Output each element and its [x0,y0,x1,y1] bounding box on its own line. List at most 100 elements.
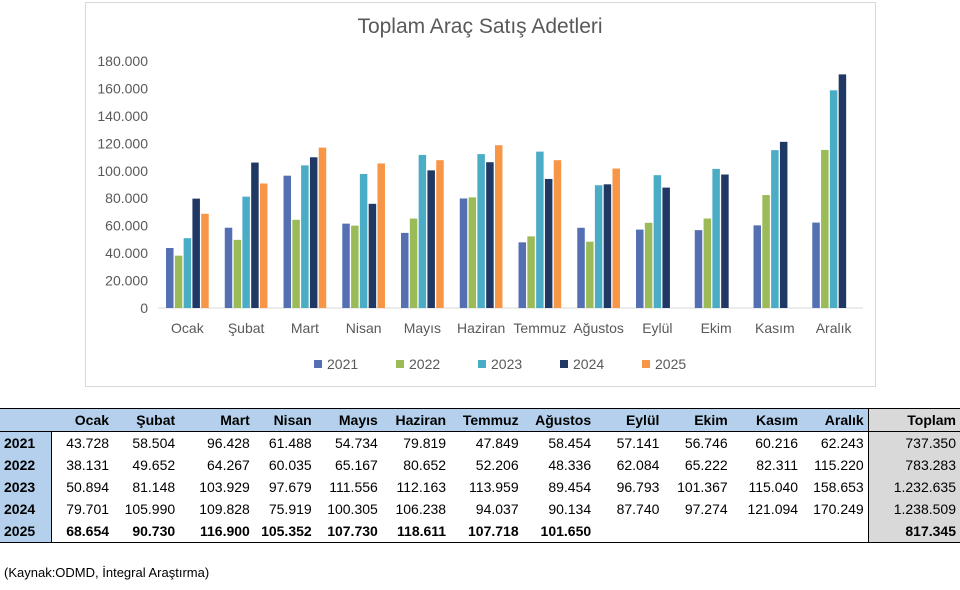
month-column-header: Mart [179,408,254,432]
x-tick-label: Şubat [228,320,265,336]
table-cell: 87.740 [616,501,660,517]
year-cell: 2022 [0,454,52,476]
y-tick-label: 180.000 [97,53,148,69]
bar-2025 [612,168,620,308]
bar-2024 [368,203,377,308]
y-tick-label: 80.000 [105,190,148,206]
x-tick-label: Ekim [701,320,732,336]
bar-2021 [166,247,174,308]
table-cell: 65.167 [334,457,378,473]
legend-label-2023: 2023 [491,356,522,372]
table-cell: 101.367 [677,479,728,495]
year-cell: 2024 [0,498,52,520]
bar-2021 [812,222,820,308]
table-cell: 65.222 [684,457,728,473]
bar-2024 [662,187,670,308]
table-cell: 116.900 [179,520,254,543]
table-cell: 94.037 [475,501,519,517]
bar-2023 [183,238,192,308]
y-tick-label: 60.000 [105,218,148,234]
bar-2022 [821,149,829,308]
bar-2021 [224,227,233,308]
bar-2023 [536,151,544,308]
bar-2021 [753,225,762,308]
bar-2024 [486,162,494,308]
bar-2021 [283,175,292,308]
bar-2023 [712,168,720,308]
table-header-row: Ocak Şubat Mart Nisan Mayıs Haziran Temmuz Ağus… [0,408,960,432]
bar-2021 [636,229,644,308]
bar-2022 [174,255,183,308]
total-cell: 737.350 [867,431,960,454]
month-column-header: Aralık [802,408,869,432]
table-row: 2025 68.654 90.730 116.900 105.352 107.730 118… [0,520,960,543]
table-cell: 43.728 [66,435,110,451]
bar-2021 [342,223,350,308]
bar-2023 [301,165,309,308]
legend-swatch-2021 [314,360,322,368]
bar-2023 [653,175,662,308]
table-cell: 96.428 [207,435,250,451]
legend-swatch-2024 [560,360,568,368]
x-tick-label: Kasım [755,320,795,336]
legend-swatch-2025 [642,360,650,368]
x-tick-label: Aralık [816,320,853,336]
table-cell: 109.828 [199,501,250,517]
bar-2022 [409,218,418,308]
table-cell: 38.131 [66,457,110,473]
bar-chart: Toplam Araç Satış Adetleri 0 20.000 40.000 6… [97,15,863,372]
bar-2022 [468,197,477,308]
table-cell: 121.094 [747,501,799,517]
chart-frame: Toplam Araç Satış Adetleri 0 20.000 40.000 6… [85,2,876,387]
bar-2022 [644,222,653,308]
table-cell: 60.035 [268,457,312,473]
month-column-header: Nisan [253,408,316,432]
bar-2022 [586,241,594,308]
table-body: 2021 43.728 58.504 96.428 61.488 54.734 79.819… [0,431,960,543]
table-cell: 61.488 [268,435,312,451]
bar-2021 [518,242,527,308]
table-cell: 49.652 [132,457,176,473]
x-tick-label: Haziran [457,320,505,336]
legend-swatch-2023 [478,360,486,368]
bar-2022 [762,195,770,308]
y-tick-label: 160.000 [97,80,148,96]
table-cell: 105.352 [253,520,316,543]
table-cell: 57.141 [616,435,660,451]
x-tick-label: Mayıs [404,320,441,336]
bar-2024 [838,74,847,308]
month-column-header: Ocak [51,408,114,432]
y-tick-label: 140.000 [97,108,148,124]
table-cell: 60.216 [755,435,799,451]
x-tick-label: Ocak [171,320,205,336]
table-cell: 100.305 [327,501,378,517]
year-cell: 2023 [0,476,52,498]
bar-2022 [292,219,300,308]
table-cell: 106.238 [395,501,447,517]
table-cell: 52.206 [475,457,519,473]
table-cell: 115.220 [814,457,864,473]
y-tick-label: 100.000 [97,163,148,179]
month-column-header: Kasım [731,408,803,432]
bar-2022 [703,218,712,308]
table-cell: 90.730 [113,520,180,543]
bar-2023 [594,185,603,308]
table-cell: 62.243 [820,435,864,451]
bar-2024 [427,170,435,308]
table-cell: 50.894 [66,479,110,495]
table-cell: 97.679 [268,479,312,495]
bar-2023 [771,150,779,308]
table-cell: 158.653 [813,479,864,495]
table-cell: 89.454 [548,479,592,495]
table-cell: 96.793 [616,479,660,495]
table-row: 2024 79.701 105.990 109.828 75.919 100.305 106… [0,498,960,520]
table-cell: 107.718 [450,520,523,543]
bar-2024 [721,174,729,308]
legend-label-2021: 2021 [327,356,358,372]
bar-2023 [829,90,838,308]
legend-label-2022: 2022 [409,356,440,372]
month-column-header: Haziran [381,408,451,432]
table-cell: 47.849 [475,435,519,451]
y-tick-label: 40.000 [105,245,148,261]
table-cell: 48.336 [548,457,592,473]
